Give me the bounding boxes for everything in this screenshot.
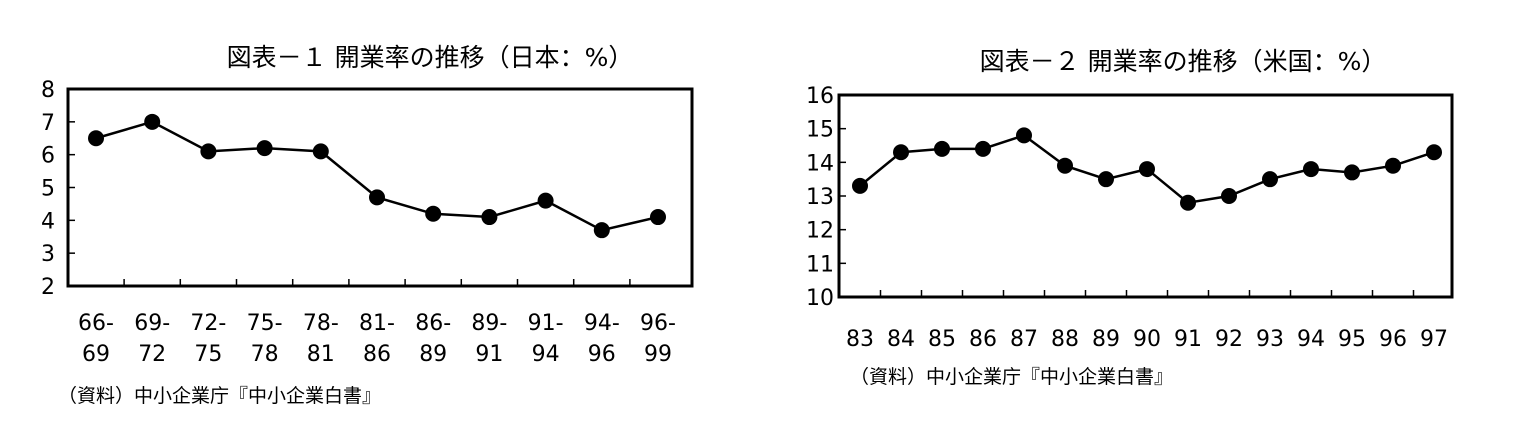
data-point bbox=[312, 143, 329, 160]
y-tick-label: 11 bbox=[806, 252, 834, 277]
x-tick-label: 86- bbox=[415, 311, 451, 336]
x-tick-label: 72 bbox=[138, 342, 166, 367]
x-tick-label: 78- bbox=[303, 311, 339, 336]
data-point bbox=[650, 209, 666, 226]
data-point bbox=[1057, 157, 1073, 174]
data-point bbox=[369, 189, 385, 206]
data-point bbox=[975, 140, 991, 157]
x-tick-label: 75 bbox=[194, 342, 222, 367]
x-tick-label: 85 bbox=[928, 327, 956, 352]
plot-frame bbox=[837, 93, 1454, 299]
y-tick-label: 6 bbox=[41, 144, 55, 169]
x-tick-label: 95 bbox=[1338, 327, 1366, 352]
x-tick-label: 91- bbox=[528, 311, 564, 336]
x-tick-label: 96 bbox=[588, 342, 616, 367]
x-tick-label: 75- bbox=[247, 311, 283, 336]
y-tick-label: 13 bbox=[806, 185, 834, 210]
x-tick-label: 78 bbox=[251, 342, 279, 367]
x-tick-label: 87 bbox=[1010, 327, 1038, 352]
x-tick-label: 94 bbox=[532, 342, 560, 367]
data-point bbox=[593, 222, 610, 239]
data-point bbox=[1139, 161, 1155, 178]
chart-us: 図表－２ 開業率の推移（米国：%） 10 11 12 13 14 15 16 83 84 85 8… bbox=[806, 47, 1454, 388]
y-tick-label: 2 bbox=[41, 275, 55, 300]
data-point bbox=[893, 144, 909, 161]
y-tick-label: 8 bbox=[41, 78, 55, 103]
data-point bbox=[481, 209, 498, 226]
x-tick-label: 84 bbox=[887, 327, 915, 352]
x-tick-label: 94 bbox=[1297, 327, 1325, 352]
x-tick-label: 89- bbox=[471, 311, 507, 336]
y-tick-label: 16 bbox=[806, 84, 834, 109]
x-tick-label: 86 bbox=[969, 327, 997, 352]
x-tick-label: 69 bbox=[82, 342, 110, 367]
x-tick-label: 69- bbox=[134, 311, 170, 336]
y-tick-label: 14 bbox=[806, 151, 834, 176]
data-point bbox=[852, 177, 868, 194]
x-tick-label: 88 bbox=[1051, 327, 1079, 352]
x-tick-label: 91 bbox=[475, 342, 503, 367]
chart-title: 図表－１ 開業率の推移（日本：%） bbox=[227, 43, 634, 72]
x-tick-label: 81- bbox=[359, 311, 395, 336]
source-note: （資料）中小企業庁『中小企業白書』 bbox=[850, 366, 1173, 388]
data-point bbox=[1016, 127, 1032, 144]
data-point bbox=[1344, 164, 1360, 181]
data-point bbox=[144, 113, 161, 130]
y-tick-label: 12 bbox=[806, 219, 834, 244]
x-tick-label: 93 bbox=[1256, 327, 1284, 352]
data-point bbox=[537, 192, 554, 209]
x-tick-label: 99 bbox=[644, 342, 672, 367]
x-tick-label: 89 bbox=[1092, 327, 1120, 352]
x-tick-label: 86 bbox=[363, 342, 391, 367]
y-tick-label: 15 bbox=[806, 118, 834, 143]
y-tick-label: 3 bbox=[41, 242, 55, 267]
x-tick-label: 90 bbox=[1133, 327, 1161, 352]
x-tick-label: 96- bbox=[640, 311, 676, 336]
x-tick-label: 96 bbox=[1379, 327, 1407, 352]
chart-title: 図表－２ 開業率の推移（米国：%） bbox=[980, 47, 1387, 76]
x-tick-label: 81 bbox=[307, 342, 335, 367]
x-tick-label: 66- bbox=[78, 311, 114, 336]
data-point bbox=[1098, 171, 1114, 188]
data-point bbox=[934, 140, 950, 157]
data-point bbox=[256, 140, 273, 157]
series-line bbox=[95, 120, 659, 232]
x-tick-label: 92 bbox=[1215, 327, 1243, 352]
source-note: （資料）中小企業庁『中小企業白書』 bbox=[58, 385, 381, 407]
plot-frame bbox=[66, 87, 694, 288]
data-point bbox=[1180, 194, 1196, 211]
y-tick-label: 4 bbox=[41, 209, 55, 234]
x-tick-label: 97 bbox=[1420, 327, 1448, 352]
data-point bbox=[1303, 161, 1319, 178]
data-point bbox=[1221, 188, 1237, 204]
data-point bbox=[1262, 171, 1278, 188]
x-tick-label: 94- bbox=[584, 311, 620, 336]
x-tick-label: 72- bbox=[190, 311, 226, 336]
y-tick-label: 7 bbox=[41, 111, 55, 136]
data-point bbox=[1426, 144, 1442, 161]
x-tick-label: 83 bbox=[846, 327, 874, 352]
y-tick-label: 5 bbox=[41, 177, 55, 202]
x-tick-label: 91 bbox=[1174, 327, 1202, 352]
x-tick-label: 89 bbox=[419, 342, 447, 367]
data-point bbox=[1385, 157, 1401, 174]
y-tick-label: 10 bbox=[806, 286, 834, 311]
data-point bbox=[200, 143, 217, 160]
data-point bbox=[88, 130, 104, 147]
data-point bbox=[425, 205, 442, 222]
